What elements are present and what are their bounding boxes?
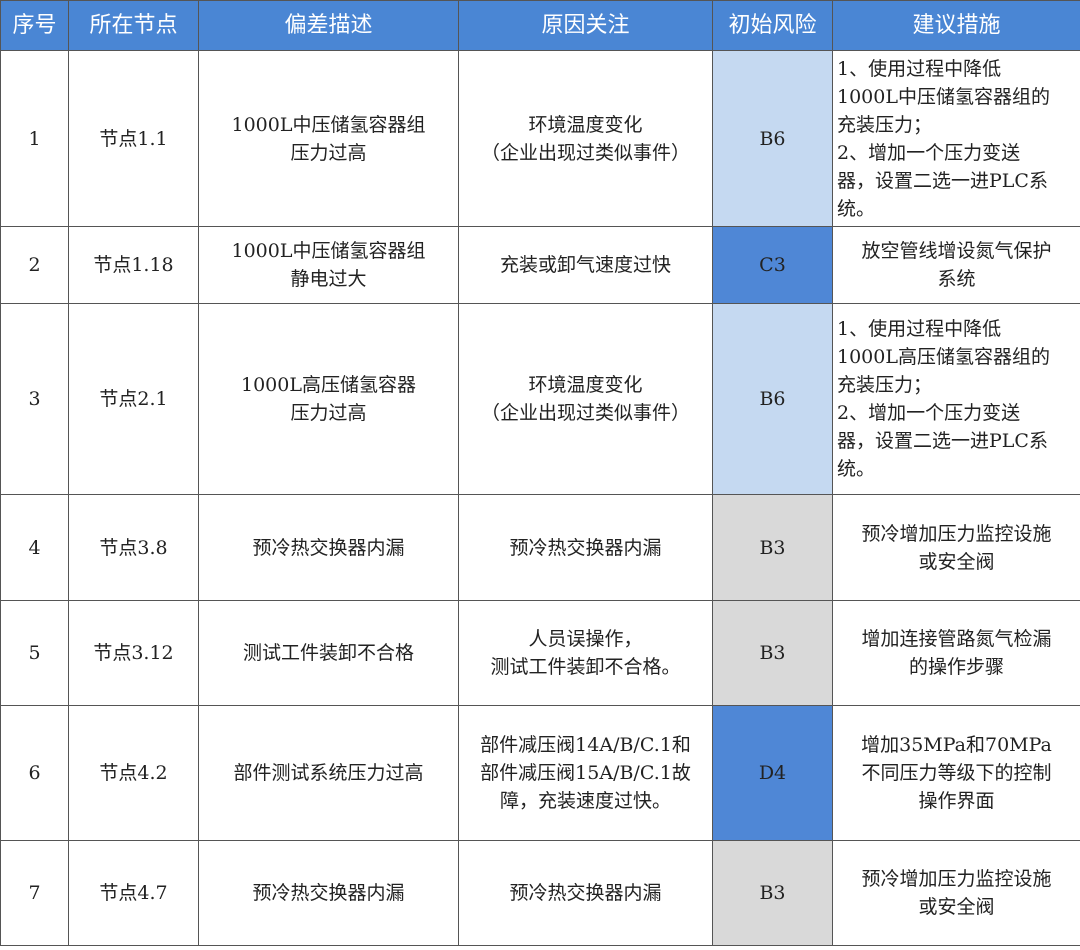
table-row: 1 节点1.1 1000L中压储氢容器组 压力过高 环境温度变化 （企业出现过类似事件… (0, 50, 1080, 227)
cause-cell: 人员误操作， 测试工件装卸不合格。 (458, 600, 713, 706)
cause-cell: 环境温度变化 （企业出现过类似事件） (458, 50, 713, 227)
table-row: 3 节点2.1 1000L高压储氢容器 压力过高 环境温度变化 （企业出现过类似事件）… (0, 303, 1080, 495)
node-cell: 节点3.8 (68, 494, 199, 601)
header-row: 序号 所在节点 偏差描述 原因关注 初始风险 建议措施 (0, 0, 1080, 51)
risk-cell: B3 (712, 600, 833, 706)
cause-cell: 预冷热交换器内漏 (458, 494, 713, 601)
cause-cell: 环境温度变化 （企业出现过类似事件） (458, 303, 713, 495)
risk-cell: D4 (712, 705, 833, 841)
risk-cell: C3 (712, 226, 833, 304)
header-risk: 初始风险 (712, 0, 833, 51)
deviation-cell: 1000L中压储氢容器组 静电过大 (198, 226, 459, 304)
node-cell: 节点1.1 (68, 50, 199, 227)
node-cell: 节点2.1 (68, 303, 199, 495)
deviation-cell: 预冷热交换器内漏 (198, 494, 459, 601)
row-number: 6 (0, 705, 69, 841)
measure-cell: 预冷增加压力监控设施 或安全阀 (832, 840, 1080, 946)
row-number: 2 (0, 226, 69, 304)
row-number: 5 (0, 600, 69, 706)
row-number: 4 (0, 494, 69, 601)
measure-cell: 预冷增加压力监控设施 或安全阀 (832, 494, 1080, 601)
table-row: 7 节点4.7 预冷热交换器内漏 预冷热交换器内漏 B3 预冷增加压力监控设施 或安全阀 (0, 840, 1080, 946)
header-node: 所在节点 (68, 0, 199, 51)
table-row: 5 节点3.12 测试工件装卸不合格 人员误操作， 测试工件装卸不合格。 B3 增加连接管… (0, 600, 1080, 706)
header-deviation: 偏差描述 (198, 0, 459, 51)
deviation-cell: 预冷热交换器内漏 (198, 840, 459, 946)
measure-cell: 增加35MPa和70MPa 不同压力等级下的控制 操作界面 (832, 705, 1080, 841)
measure-cell: 增加连接管路氮气检漏 的操作步骤 (832, 600, 1080, 706)
node-cell: 节点1.18 (68, 226, 199, 304)
risk-cell: B6 (712, 303, 833, 495)
measure-cell: 放空管线增设氮气保护 系统 (832, 226, 1080, 304)
header-no: 序号 (0, 0, 69, 51)
node-cell: 节点3.12 (68, 600, 199, 706)
cause-cell: 部件减压阀14A/B/C.1和 部件减压阀15A/B/C.1故 障，充装速度过快… (458, 705, 713, 841)
deviation-cell: 测试工件装卸不合格 (198, 600, 459, 706)
table-row: 6 节点4.2 部件测试系统压力过高 部件减压阀14A/B/C.1和 部件减压阀15A… (0, 705, 1080, 841)
node-cell: 节点4.7 (68, 840, 199, 946)
table-row: 2 节点1.18 1000L中压储氢容器组 静电过大 充装或卸气速度过快 C3 放空管线增… (0, 226, 1080, 304)
deviation-cell: 1000L中压储氢容器组 压力过高 (198, 50, 459, 227)
node-cell: 节点4.2 (68, 705, 199, 841)
header-measure: 建议措施 (832, 0, 1080, 51)
row-number: 1 (0, 50, 69, 227)
cause-cell: 充装或卸气速度过快 (458, 226, 713, 304)
risk-cell: B3 (712, 840, 833, 946)
measure-cell: 1、使用过程中降低 1000L中压储氢容器组的 充装压力； 2、增加一个压力变送… (832, 50, 1080, 227)
row-number: 3 (0, 303, 69, 495)
table-row: 4 节点3.8 预冷热交换器内漏 预冷热交换器内漏 B3 预冷增加压力监控设施 或安全阀 (0, 494, 1080, 601)
row-number: 7 (0, 840, 69, 946)
deviation-cell: 部件测试系统压力过高 (198, 705, 459, 841)
header-cause: 原因关注 (458, 0, 713, 51)
risk-cell: B3 (712, 494, 833, 601)
cause-cell: 预冷热交换器内漏 (458, 840, 713, 946)
deviation-cell: 1000L高压储氢容器 压力过高 (198, 303, 459, 495)
measure-cell: 1、使用过程中降低 1000L高压储氢容器组的 充装压力； 2、增加一个压力变送… (832, 303, 1080, 495)
risk-cell: B6 (712, 50, 833, 227)
